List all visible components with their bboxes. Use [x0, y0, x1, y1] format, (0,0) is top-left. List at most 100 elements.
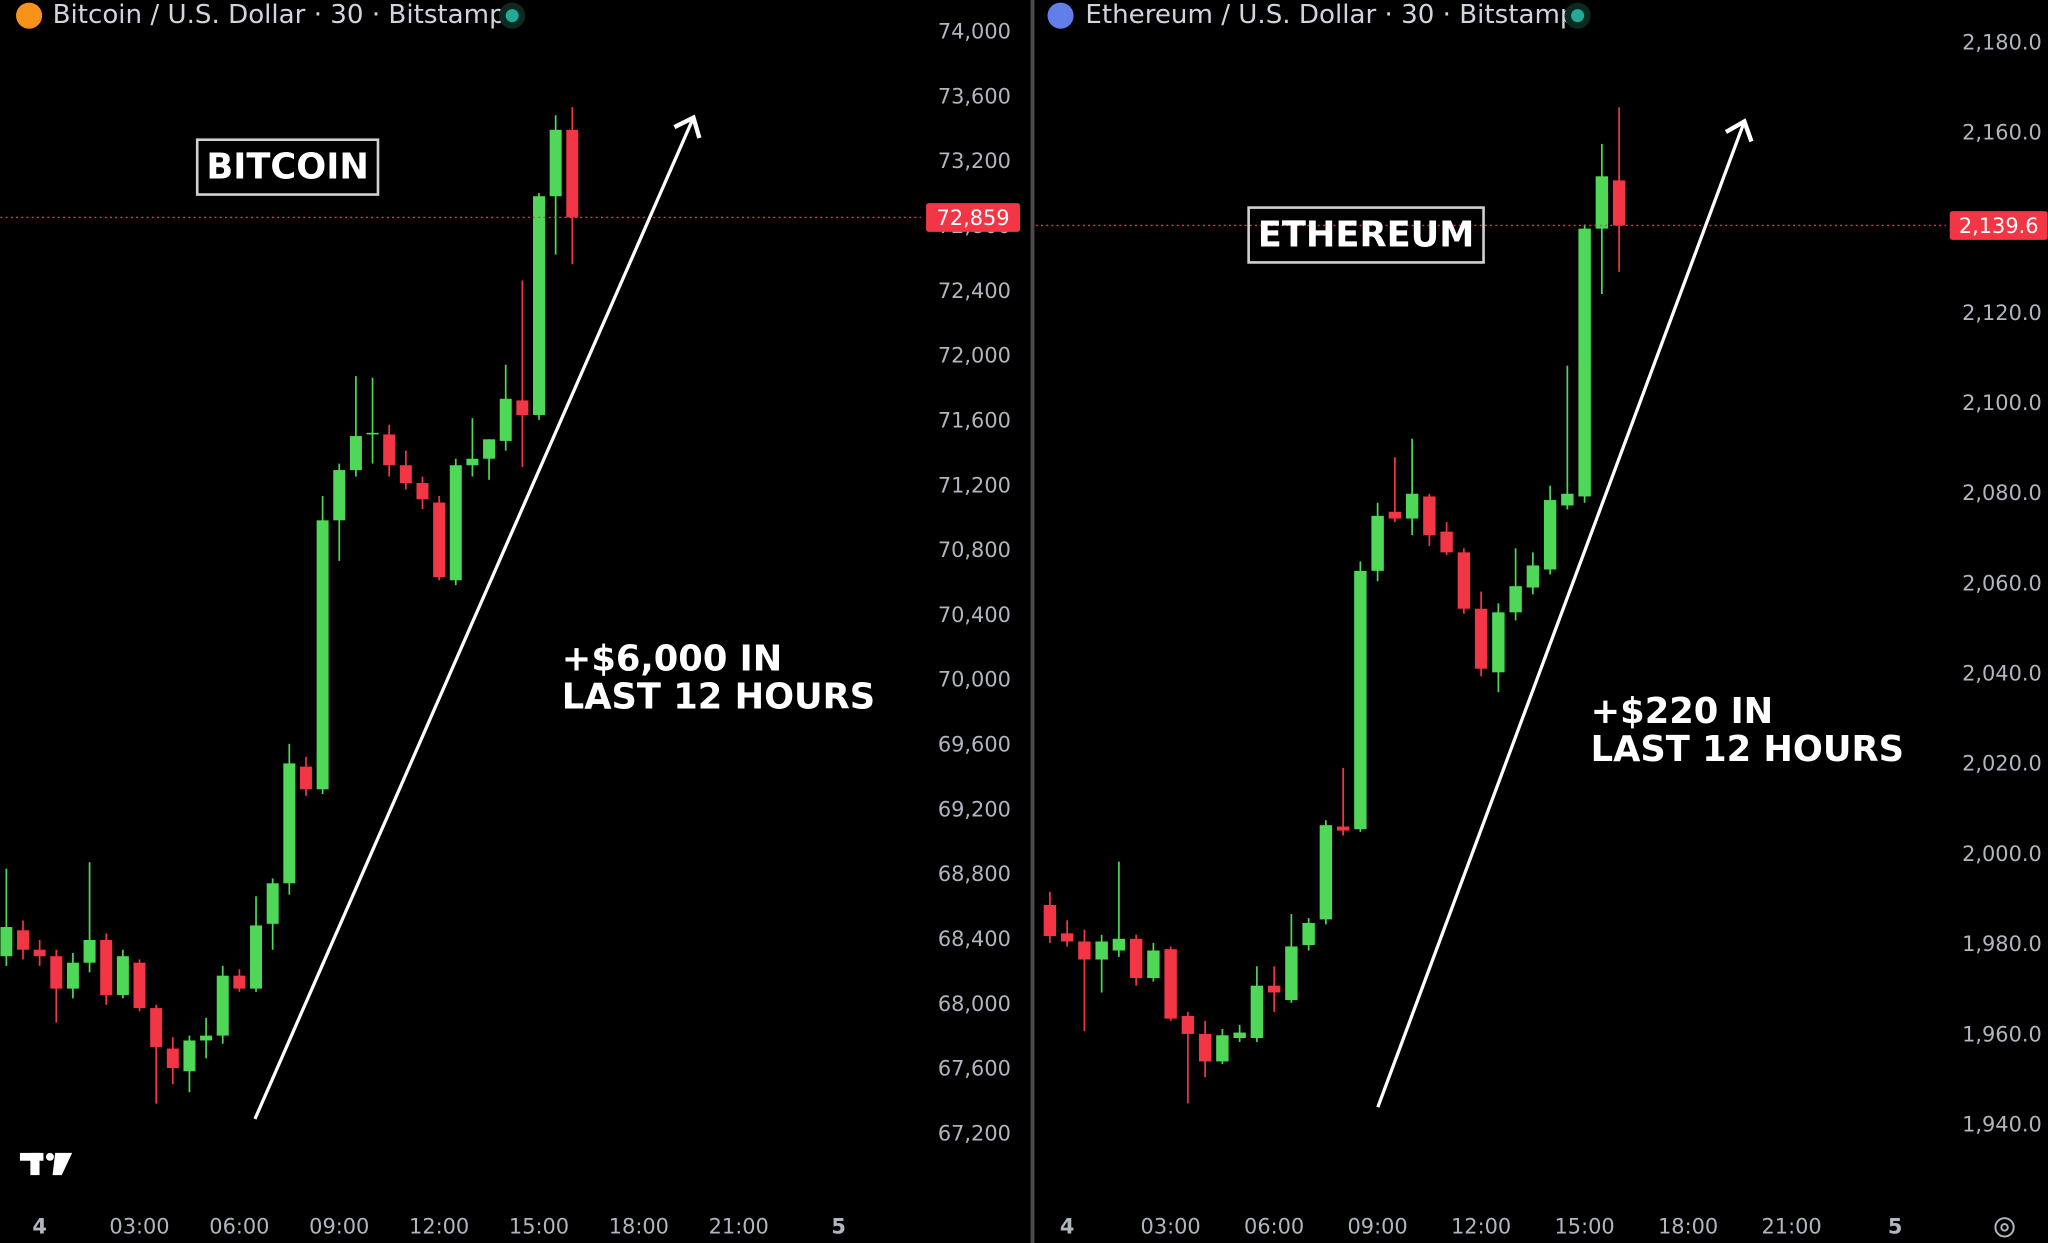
- y-tick-label: 67,600: [938, 1057, 1011, 1081]
- y-tick-label: 72,400: [938, 279, 1011, 303]
- candle-body: [233, 975, 246, 989]
- candle-body: [399, 465, 412, 484]
- y-tick-label: 71,600: [938, 408, 1011, 432]
- y-tick-label: 2,100.0: [1962, 391, 2042, 415]
- x-tick-label: 09:00: [1348, 1214, 1408, 1238]
- x-tick-label: 09:00: [309, 1214, 369, 1238]
- y-tick-label: 70,000: [938, 668, 1011, 692]
- y-tick-label: 2,120.0: [1962, 301, 2042, 325]
- annotation: +$220 IN: [1591, 691, 1774, 732]
- candle-body: [1078, 941, 1091, 960]
- candle-body: [516, 400, 529, 415]
- annotation: LAST 12 HOURS: [562, 677, 875, 718]
- candle-body: [1147, 950, 1160, 979]
- candle-body: [1578, 228, 1591, 497]
- candle-body: [1612, 180, 1626, 226]
- candle-body: [16, 930, 29, 950]
- last-price-label: 2,139.6: [1959, 214, 2039, 238]
- candle-body: [1181, 1015, 1195, 1034]
- candle-body: [116, 956, 129, 996]
- candle-body: [383, 434, 396, 466]
- asset-label-box: [195, 138, 380, 196]
- x-tick-label: 12:00: [1451, 1214, 1511, 1238]
- candle-body: [1319, 825, 1333, 920]
- candle-body: [166, 1048, 179, 1069]
- candle-body: [1561, 493, 1574, 506]
- y-tick-label: 2,040.0: [1962, 662, 2042, 686]
- candle-body: [1112, 938, 1126, 951]
- candles: [1043, 107, 1626, 1104]
- y-tick-label: 2,080.0: [1962, 481, 2042, 505]
- y-tick-label: 73,600: [938, 84, 1011, 108]
- x-tick-label: 4: [32, 1214, 47, 1238]
- y-tick-label: 1,960.0: [1962, 1022, 2042, 1046]
- candles: [0, 107, 579, 1104]
- candle-body: [1526, 565, 1540, 588]
- y-tick-label: 68,800: [938, 862, 1011, 886]
- asset-label-box: [1247, 206, 1485, 264]
- candle-body: [0, 927, 13, 957]
- settings-icon[interactable]: [1994, 1217, 2015, 1238]
- y-tick-label: 2,160.0: [1962, 120, 2042, 144]
- y-tick-label: 2,000.0: [1962, 842, 2042, 866]
- y-tick-label: 2,020.0: [1962, 752, 2042, 776]
- y-tick-label: 70,400: [938, 603, 1011, 627]
- candle-body: [316, 520, 329, 790]
- last-price-label: 72,859: [937, 206, 1010, 230]
- candle-body: [1095, 941, 1108, 960]
- candle-body: [100, 940, 113, 996]
- candle-body: [1302, 923, 1315, 946]
- candle-body: [1388, 511, 1402, 519]
- candle-body: [1233, 1032, 1246, 1038]
- candle-body: [1371, 515, 1384, 571]
- chart-title: Bitcoin / U.S. Dollar · 30 · Bitstamp: [53, 0, 506, 30]
- candle-body: [549, 129, 562, 197]
- tradingview-logo: [19, 1152, 73, 1176]
- y-tick-label: 1,940.0: [1962, 1112, 2042, 1136]
- candle-body: [1474, 608, 1488, 669]
- y-tick-label: 68,000: [938, 992, 1011, 1016]
- y-tick-label: 70,800: [938, 538, 1011, 562]
- x-tick-label: 18:00: [609, 1214, 669, 1238]
- candle-body: [1250, 985, 1264, 1038]
- y-tick-label: 2,060.0: [1962, 571, 2042, 595]
- last-price-box: [926, 203, 1021, 232]
- trend-arrow: [253, 114, 702, 1120]
- candle-body: [250, 925, 263, 989]
- last-price-box: [1949, 211, 2048, 240]
- x-tick-label: 03:00: [1141, 1214, 1201, 1238]
- x-tick-label: 12:00: [409, 1214, 469, 1238]
- x-tick-label: 5: [1888, 1214, 1903, 1238]
- candle-body: [200, 1035, 213, 1041]
- x-tick-label: 4: [1060, 1214, 1075, 1238]
- x-tick-label: 21:00: [1762, 1214, 1822, 1238]
- x-tick-label: 18:00: [1658, 1214, 1718, 1238]
- candle-body: [333, 470, 346, 521]
- candle-body: [50, 956, 63, 989]
- y-tick-label: 68,400: [938, 927, 1011, 951]
- asset-label: ETHEREUM: [1258, 214, 1475, 255]
- candle-body: [466, 458, 479, 466]
- y-tick-label: 71,200: [938, 473, 1011, 497]
- candle-body: [183, 1040, 196, 1072]
- symbol-icon: [1047, 2, 1074, 29]
- candle-body: [366, 432, 379, 435]
- trend-arrow: [1376, 118, 1754, 1108]
- candle-body: [483, 439, 496, 459]
- candle-body: [433, 502, 446, 578]
- status-dot: [505, 9, 519, 23]
- candle-body: [266, 883, 279, 924]
- annotation: LAST 12 HOURS: [1591, 729, 1904, 770]
- candle-body: [283, 763, 296, 884]
- y-tick-label: 74,000: [938, 20, 1011, 44]
- candle-body: [66, 962, 79, 989]
- chart-title: Ethereum / U.S. Dollar · 30 · Bitstamp: [1085, 0, 1576, 30]
- candle-body: [449, 465, 462, 581]
- x-tick-label: 03:00: [109, 1214, 169, 1238]
- candle-body: [416, 483, 429, 500]
- candle-body: [299, 766, 312, 790]
- candle-body: [1267, 985, 1281, 993]
- y-tick-label: 73,200: [938, 149, 1011, 173]
- candle-body: [1354, 570, 1367, 830]
